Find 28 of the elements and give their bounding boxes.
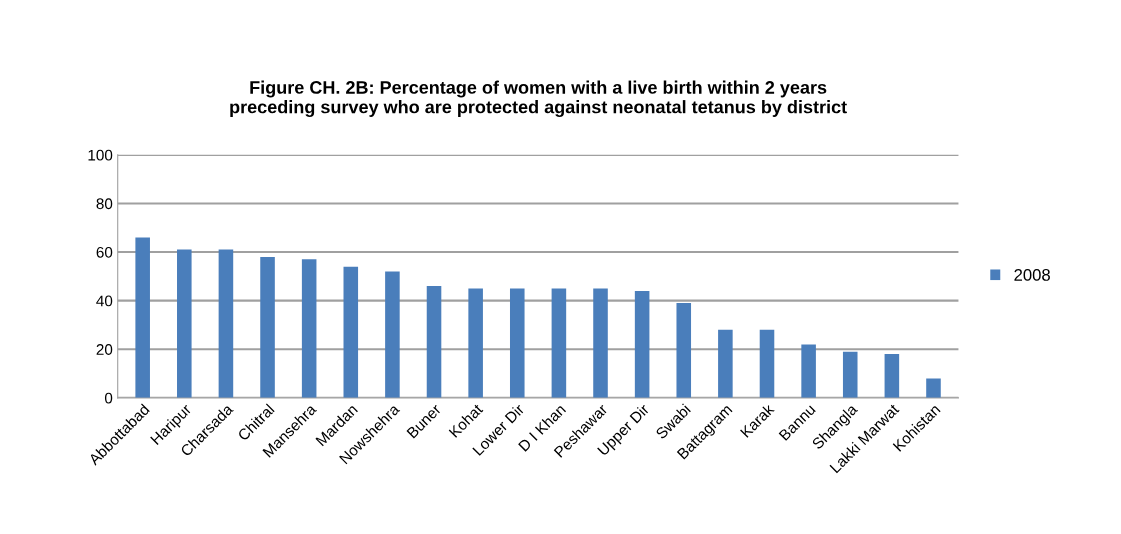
y-tick-label: 100 xyxy=(88,149,113,161)
bar xyxy=(634,290,650,398)
bar xyxy=(884,354,900,398)
y-tick-label: 80 xyxy=(96,198,113,210)
bar xyxy=(426,286,442,398)
bar xyxy=(177,249,192,398)
bar xyxy=(676,303,692,398)
bar xyxy=(135,237,150,398)
bar xyxy=(509,288,525,398)
bar xyxy=(385,271,400,398)
y-tick-label: 0 xyxy=(104,392,113,404)
bar xyxy=(718,329,733,398)
bar xyxy=(343,266,359,398)
bar xyxy=(926,378,941,398)
bar xyxy=(468,288,483,398)
bar xyxy=(301,259,317,398)
legend-label: 2008 xyxy=(1014,269,1050,281)
bar xyxy=(593,288,608,398)
bar xyxy=(801,344,816,398)
bar xyxy=(260,256,275,398)
y-tick-label: 60 xyxy=(96,246,113,258)
y-tick-label: 20 xyxy=(96,344,113,355)
bar xyxy=(759,329,775,398)
bar xyxy=(218,249,234,398)
bar xyxy=(842,351,858,398)
bar xyxy=(551,288,567,398)
chart-title: Figure CH. 2B: Percentage of women with a live birth within 2 years preceding survey who are protected against neonatal tetanus by district xyxy=(230,80,847,118)
y-tick-label: 40 xyxy=(96,295,113,307)
